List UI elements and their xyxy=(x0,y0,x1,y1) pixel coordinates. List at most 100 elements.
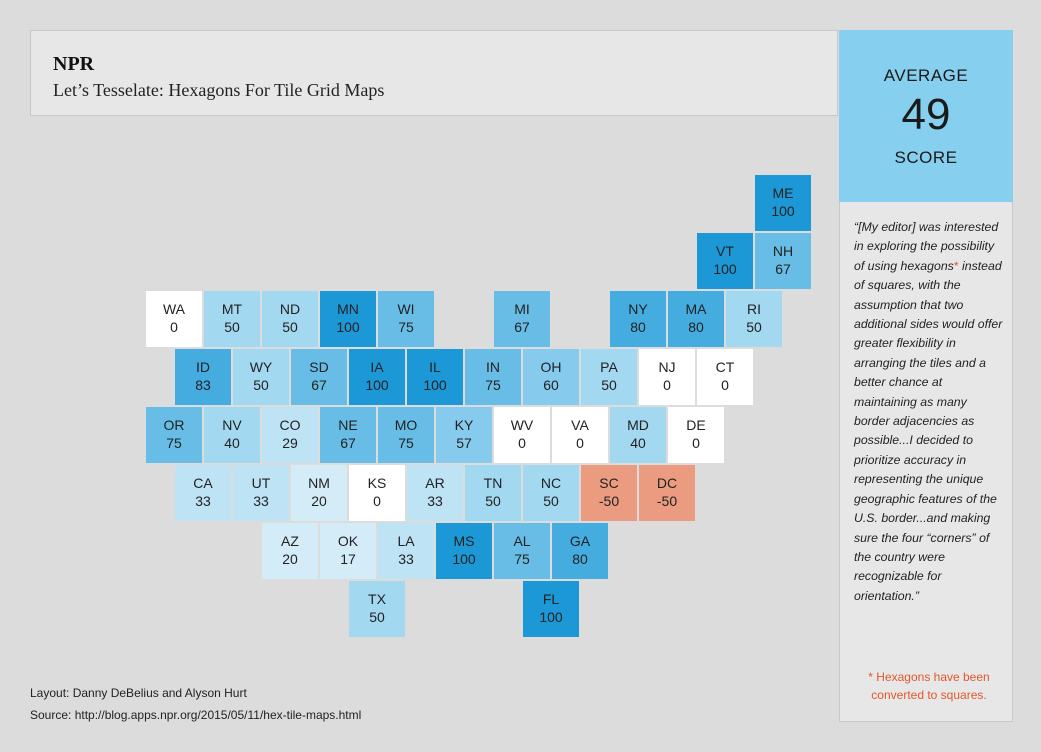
state-tile-md: MD 40 xyxy=(610,407,666,463)
state-value: 67 xyxy=(340,435,356,451)
state-abbr: NE xyxy=(338,417,358,433)
state-tile-wa: WA 0 xyxy=(146,291,202,347)
state-value: 40 xyxy=(630,435,646,451)
state-value: -50 xyxy=(598,493,620,509)
state-value: 57 xyxy=(456,435,472,451)
state-abbr: OR xyxy=(163,417,185,433)
layout-credit: Layout: Danny DeBelius and Alyson Hurt xyxy=(30,686,247,700)
state-value: 80 xyxy=(572,551,588,567)
state-value: 0 xyxy=(692,435,700,451)
state-value: -50 xyxy=(656,493,678,509)
state-abbr: SC xyxy=(599,475,619,491)
state-abbr: MS xyxy=(453,533,475,549)
state-abbr: OK xyxy=(337,533,359,549)
footnote: * Hexagons have been converted to square… xyxy=(868,670,990,702)
state-abbr: ID xyxy=(196,359,210,375)
state-abbr: FL xyxy=(542,591,560,607)
state-tile-me: ME 100 xyxy=(755,175,811,231)
state-abbr: WY xyxy=(249,359,273,375)
state-value: 75 xyxy=(485,377,501,393)
state-tile-va: VA 0 xyxy=(552,407,608,463)
state-tile-de: DE 0 xyxy=(668,407,724,463)
state-tile-ne: NE 67 xyxy=(320,407,376,463)
average-value: 49 xyxy=(901,90,951,139)
state-value: 100 xyxy=(336,319,360,335)
state-tile-wi: WI 75 xyxy=(378,291,434,347)
state-abbr: AL xyxy=(513,533,531,549)
state-value: 100 xyxy=(713,261,737,277)
state-value: 40 xyxy=(224,435,240,451)
state-tile-ks: KS 0 xyxy=(349,465,405,521)
state-value: 100 xyxy=(423,377,447,393)
state-abbr: KY xyxy=(454,417,474,433)
state-value: 50 xyxy=(746,319,762,335)
state-value: 33 xyxy=(253,493,269,509)
state-abbr: TN xyxy=(483,475,503,491)
state-tile-wv: WV 0 xyxy=(494,407,550,463)
state-tile-pa: PA 50 xyxy=(581,349,637,405)
state-abbr: MN xyxy=(337,301,359,317)
average-label: AVERAGE xyxy=(883,66,969,85)
state-abbr: UT xyxy=(251,475,271,491)
state-abbr: NY xyxy=(628,301,648,317)
state-value: 0 xyxy=(721,377,729,393)
chart-subtitle: Let’s Tesselate: Hexagons For Tile Grid … xyxy=(53,80,385,100)
state-tile-mo: MO 75 xyxy=(378,407,434,463)
state-abbr: NH xyxy=(772,243,794,259)
state-abbr: MD xyxy=(627,417,649,433)
state-abbr: DC xyxy=(656,475,678,491)
state-value: 20 xyxy=(282,551,298,567)
state-tile-la: LA 33 xyxy=(378,523,434,579)
state-value: 33 xyxy=(427,493,443,509)
state-tile-nj: NJ 0 xyxy=(639,349,695,405)
state-tile-sd: SD 67 xyxy=(291,349,347,405)
state-tile-il: IL 100 xyxy=(407,349,463,405)
state-value: 0 xyxy=(170,319,178,335)
state-value: 50 xyxy=(224,319,240,335)
state-tile-mn: MN 100 xyxy=(320,291,376,347)
state-value: 0 xyxy=(373,493,381,509)
state-abbr: IN xyxy=(486,359,500,375)
state-value: 33 xyxy=(398,551,414,567)
state-tile-id: ID 83 xyxy=(175,349,231,405)
state-value: 33 xyxy=(195,493,211,509)
state-value: 20 xyxy=(311,493,327,509)
state-value: 75 xyxy=(514,551,530,567)
state-tile-ky: KY 57 xyxy=(436,407,492,463)
state-abbr: IA xyxy=(370,359,384,375)
state-value: 67 xyxy=(311,377,327,393)
state-tile-az: AZ 20 xyxy=(262,523,318,579)
source-credit: Source: http://blog.apps.npr.org/2015/05… xyxy=(30,708,362,722)
state-value: 50 xyxy=(282,319,298,335)
state-abbr: NM xyxy=(308,475,330,491)
state-abbr: RI xyxy=(747,301,761,317)
header-panel: NPR Let’s Tesselate: Hexagons For Tile G… xyxy=(30,30,838,116)
state-abbr: WA xyxy=(162,301,186,317)
state-abbr: NJ xyxy=(658,359,676,375)
state-abbr: MI xyxy=(514,301,530,317)
state-value: 83 xyxy=(195,377,211,393)
state-tile-ca: CA 33 xyxy=(175,465,231,521)
state-abbr: MT xyxy=(221,301,243,317)
state-abbr: GA xyxy=(569,533,591,549)
state-tile-ar: AR 33 xyxy=(407,465,463,521)
state-tile-or: OR 75 xyxy=(146,407,202,463)
editor-quote: “[My editor] was interested in exploring… xyxy=(854,218,1004,606)
state-abbr: SD xyxy=(309,359,329,375)
state-value: 75 xyxy=(166,435,182,451)
state-tile-ia: IA 100 xyxy=(349,349,405,405)
quote-text-end: instead of squares, with the assumption … xyxy=(854,258,1003,603)
state-value: 75 xyxy=(398,319,414,335)
state-tile-ut: UT 33 xyxy=(233,465,289,521)
state-value: 50 xyxy=(543,493,559,509)
state-value: 80 xyxy=(688,319,704,335)
state-abbr: CT xyxy=(715,359,735,375)
quote-text-start: “[My editor] was interested in exploring… xyxy=(854,220,999,273)
state-value: 60 xyxy=(543,377,559,393)
state-abbr: VT xyxy=(716,243,734,259)
state-tile-in: IN 75 xyxy=(465,349,521,405)
state-abbr: KS xyxy=(367,475,387,491)
state-tile-nm: NM 20 xyxy=(291,465,347,521)
state-abbr: MA xyxy=(685,301,707,317)
state-value: 50 xyxy=(253,377,269,393)
